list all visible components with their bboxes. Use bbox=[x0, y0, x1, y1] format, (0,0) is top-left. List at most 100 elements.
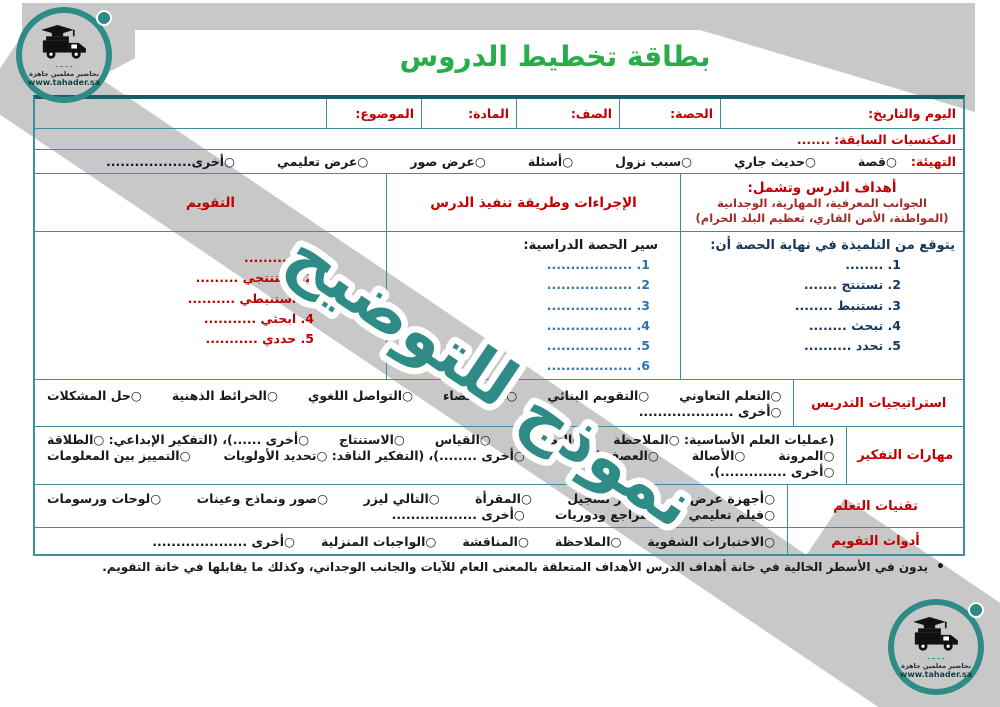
warmup-option[interactable]: ○عرض صور bbox=[410, 154, 486, 169]
tech-row: تقنيات التعلم ○أجهزة عرض ○جهاز تسجيل ○المق… bbox=[35, 485, 963, 528]
tech-line2: ○فيلم تعليمي ○مراجع ودوريات ○أخرى ........… bbox=[47, 507, 775, 522]
tech-option[interactable]: ○أجهزة عرض bbox=[689, 490, 775, 506]
prior-learning-label: المكتسبات السابقة: bbox=[834, 131, 956, 147]
evaluation-blank[interactable]: 2. استنتجي ......... bbox=[195, 270, 314, 286]
logo-dashes: ـ ـ ـ ـ bbox=[927, 653, 945, 661]
procedures-body: سير الحصة الدراسية: 1. .................… bbox=[387, 232, 680, 379]
thinking-line1: (عمليات العلم الأساسية: ○الملاحظة ○التصني… bbox=[47, 432, 834, 447]
tech-option[interactable]: ○جهاز تسجيل bbox=[567, 490, 655, 506]
logo-dashes: ـ ـ ـ ـ bbox=[55, 61, 73, 69]
warmup-options: ○قصة ○حديث جاري ○سبب نزول ○أسئلة ○عرض صور ○عر… bbox=[42, 154, 911, 169]
flow-blank[interactable]: 3. .................. bbox=[546, 297, 650, 313]
flow-blank[interactable]: 5. .................. bbox=[546, 338, 650, 353]
field-day-date[interactable]: اليوم والتاريخ: bbox=[720, 99, 963, 128]
outcome-blank[interactable]: 2. تستنتج ....... bbox=[803, 277, 901, 293]
logo-url[interactable]: www.tahader.sa bbox=[27, 78, 101, 87]
thinking-option[interactable]: (عمليات العلم الأساسية: ○الملاحظة bbox=[613, 432, 835, 447]
warmup-option[interactable]: ○حديث جاري bbox=[734, 154, 816, 169]
thinking-option[interactable]: ○أخرى ..............). bbox=[709, 464, 835, 479]
field-subject[interactable]: المادة: bbox=[421, 99, 516, 128]
warmup-option[interactable]: ○عرض تعليمي bbox=[276, 154, 369, 169]
goals-header: أهداف الدرس وتشمل: الجوانب المعرفية، الم… bbox=[681, 174, 963, 232]
thinking-option[interactable]: ○الأصالة bbox=[691, 448, 746, 463]
strategy-option[interactable]: ○الخرائط الذهنية bbox=[171, 387, 278, 403]
strategy-option[interactable]: ○أخرى .................... bbox=[638, 403, 782, 419]
flow-blank[interactable]: 4. .................. bbox=[546, 317, 650, 333]
evaluation-body: 1. ........... 2. استنتجي ......... 3. است… bbox=[35, 232, 386, 379]
thinking-option[interactable]: ○المرونة bbox=[778, 448, 835, 463]
outcome-blank[interactable]: 1. ........ bbox=[845, 257, 901, 272]
strategy-option[interactable]: ○التقويم البنائي bbox=[547, 387, 650, 403]
tahader-logo: ـ ـ ـ ـ تحاضير معلمين جاهزة www.tahader.… bbox=[888, 599, 984, 695]
evaluation-blank[interactable]: 3. استنبطي .......... bbox=[187, 290, 314, 306]
prior-learning-blank[interactable]: ....... bbox=[796, 131, 831, 147]
thinking-option[interactable]: ○الاستنتاج bbox=[339, 432, 405, 447]
strategy-option[interactable]: ○التعلم التعاوني bbox=[679, 387, 782, 403]
goals-column: أهداف الدرس وتشمل: الجوانب المعرفية، الم… bbox=[680, 174, 963, 379]
outcome-blank[interactable]: 5. تحدد .......... bbox=[804, 338, 901, 353]
warmup-option[interactable]: ○أخرى.................. bbox=[106, 154, 235, 169]
flow-blank[interactable]: 1. .................. bbox=[546, 257, 650, 272]
strategy-option[interactable]: ○الاستقصاء bbox=[443, 387, 518, 403]
strategies-row: استراتيجيات التدريس ○التعلم التعاوني ○الت… bbox=[35, 380, 963, 427]
thinking-option[interactable]: ○أخرى ........)، (التفكير الناقد: ○تحديد… bbox=[223, 448, 525, 463]
prior-learning-row: المكتسبات السابقة: ....... bbox=[35, 129, 963, 150]
logo-slogan: تحاضير معلمين جاهزة bbox=[901, 662, 971, 670]
warmup-option[interactable]: ○أسئلة bbox=[527, 154, 574, 169]
tool-option[interactable]: ○أخرى .................... bbox=[152, 533, 295, 549]
field-grade[interactable]: الصف: bbox=[516, 99, 619, 128]
truck-graduation-icon bbox=[913, 616, 958, 651]
tech-option[interactable]: ○أخرى .................. bbox=[391, 506, 525, 522]
evaluation-blank[interactable]: 4. ابحثي ........... bbox=[203, 310, 314, 326]
strategy-option[interactable]: ○حل المشكلات bbox=[47, 387, 142, 403]
tool-option[interactable]: ○الملاحظة bbox=[554, 533, 622, 549]
tool-option[interactable]: ○الواجبات المنزلية bbox=[320, 533, 437, 549]
thinking-line3: ○أخرى ..............). bbox=[47, 464, 835, 479]
thinking-label: مهارات التفكير bbox=[846, 427, 963, 484]
field-topic[interactable]: الموضوع: bbox=[326, 99, 421, 128]
evaluation-blank[interactable]: 5. حددي ........... bbox=[205, 331, 315, 346]
tech-option[interactable]: ○مراجع ودوريات bbox=[554, 506, 659, 522]
goals-body: يتوقع من التلميذة في نهاية الحصة أن: 1. … bbox=[681, 232, 963, 379]
thinking-option[interactable]: ○التمييز بين المعلومات bbox=[47, 448, 191, 463]
thinking-option[interactable]: ○العصف الذهني bbox=[557, 448, 659, 463]
tech-option[interactable]: ○التالي ليزر bbox=[363, 490, 440, 506]
thinking-option[interactable]: ○التصنيف bbox=[520, 432, 584, 447]
field-period[interactable]: الحصة: bbox=[619, 99, 720, 128]
tools-line1: ○الاختبارات الشفوية ○الملاحظة ○المناقشة ○ال… bbox=[47, 534, 775, 549]
tech-line1: ○أجهزة عرض ○جهاز تسجيل ○المقرأة ○التالي ليز… bbox=[47, 491, 775, 506]
logo-dot-icon bbox=[968, 602, 984, 618]
thinking-options: (عمليات العلم الأساسية: ○الملاحظة ○التصني… bbox=[35, 427, 846, 484]
tech-option[interactable]: ○لوحات ورسومات bbox=[47, 490, 162, 506]
thinking-line2: ○المرونة ○الأصالة ○العصف الذهني ○أخرى .....… bbox=[47, 448, 834, 463]
warmup-option[interactable]: ○سبب نزول bbox=[615, 154, 693, 169]
tech-option[interactable]: ○فيلم تعليمي bbox=[688, 506, 775, 522]
meta-fields-row: اليوم والتاريخ: الحصة: الصف: المادة: الم… bbox=[35, 99, 963, 129]
flow-blank[interactable]: 6. .................. bbox=[546, 358, 650, 374]
goals-subtitle: الجوانب المعرفية، المهارية، الوجدانية (ا… bbox=[695, 196, 949, 225]
thinking-option[interactable]: ○القياس bbox=[434, 432, 491, 447]
tool-option[interactable]: ○المناقشة bbox=[462, 533, 529, 549]
tech-label: تقنيات التعلم bbox=[787, 485, 963, 527]
warmup-option[interactable]: ○قصة bbox=[857, 154, 897, 169]
tech-option[interactable]: ○المقرأة bbox=[475, 490, 532, 506]
field-empty bbox=[35, 99, 326, 128]
footnote: • يدون في الأسطر الخالية في خانة أهداف ا… bbox=[102, 560, 945, 574]
evaluation-blank[interactable]: 1. ........... bbox=[243, 250, 314, 265]
strategies-line1: ○التعلم التعاوني ○التقويم البنائي ○الاستقص… bbox=[47, 388, 781, 403]
tool-option[interactable]: ○الاختبارات الشفوية bbox=[647, 533, 775, 549]
outcome-blank[interactable]: 4. تبحث ........ bbox=[808, 317, 901, 333]
tech-option[interactable]: ○صور ونماذج وعينات bbox=[196, 490, 329, 506]
warmup-label: التهيئة: bbox=[910, 154, 956, 169]
page-title: بطاقة تخطيط الدروس bbox=[399, 40, 711, 73]
flow-blank[interactable]: 2. .................. bbox=[546, 277, 650, 293]
outcome-blank[interactable]: 3. تستنبط ........ bbox=[794, 297, 901, 313]
logo-url[interactable]: www.tahader.sa bbox=[899, 670, 973, 679]
logo-dot-icon bbox=[96, 10, 112, 26]
lesson-flow-list: 1. .................. 2. ................… bbox=[387, 253, 680, 377]
procedures-column: الإجراءات وطريقة تنفيذ الدرس سير الحصة ا… bbox=[386, 174, 680, 379]
thinking-option[interactable]: ○أخرى ......)، (التفكير الإبداعي: ○الطلا… bbox=[47, 432, 310, 447]
strategy-option[interactable]: ○التواصل اللغوي bbox=[307, 387, 414, 403]
lesson-flow-title: سير الحصة الدراسية: bbox=[523, 238, 658, 253]
planning-table: اليوم والتاريخ: الحصة: الصف: المادة: الم… bbox=[33, 95, 965, 556]
